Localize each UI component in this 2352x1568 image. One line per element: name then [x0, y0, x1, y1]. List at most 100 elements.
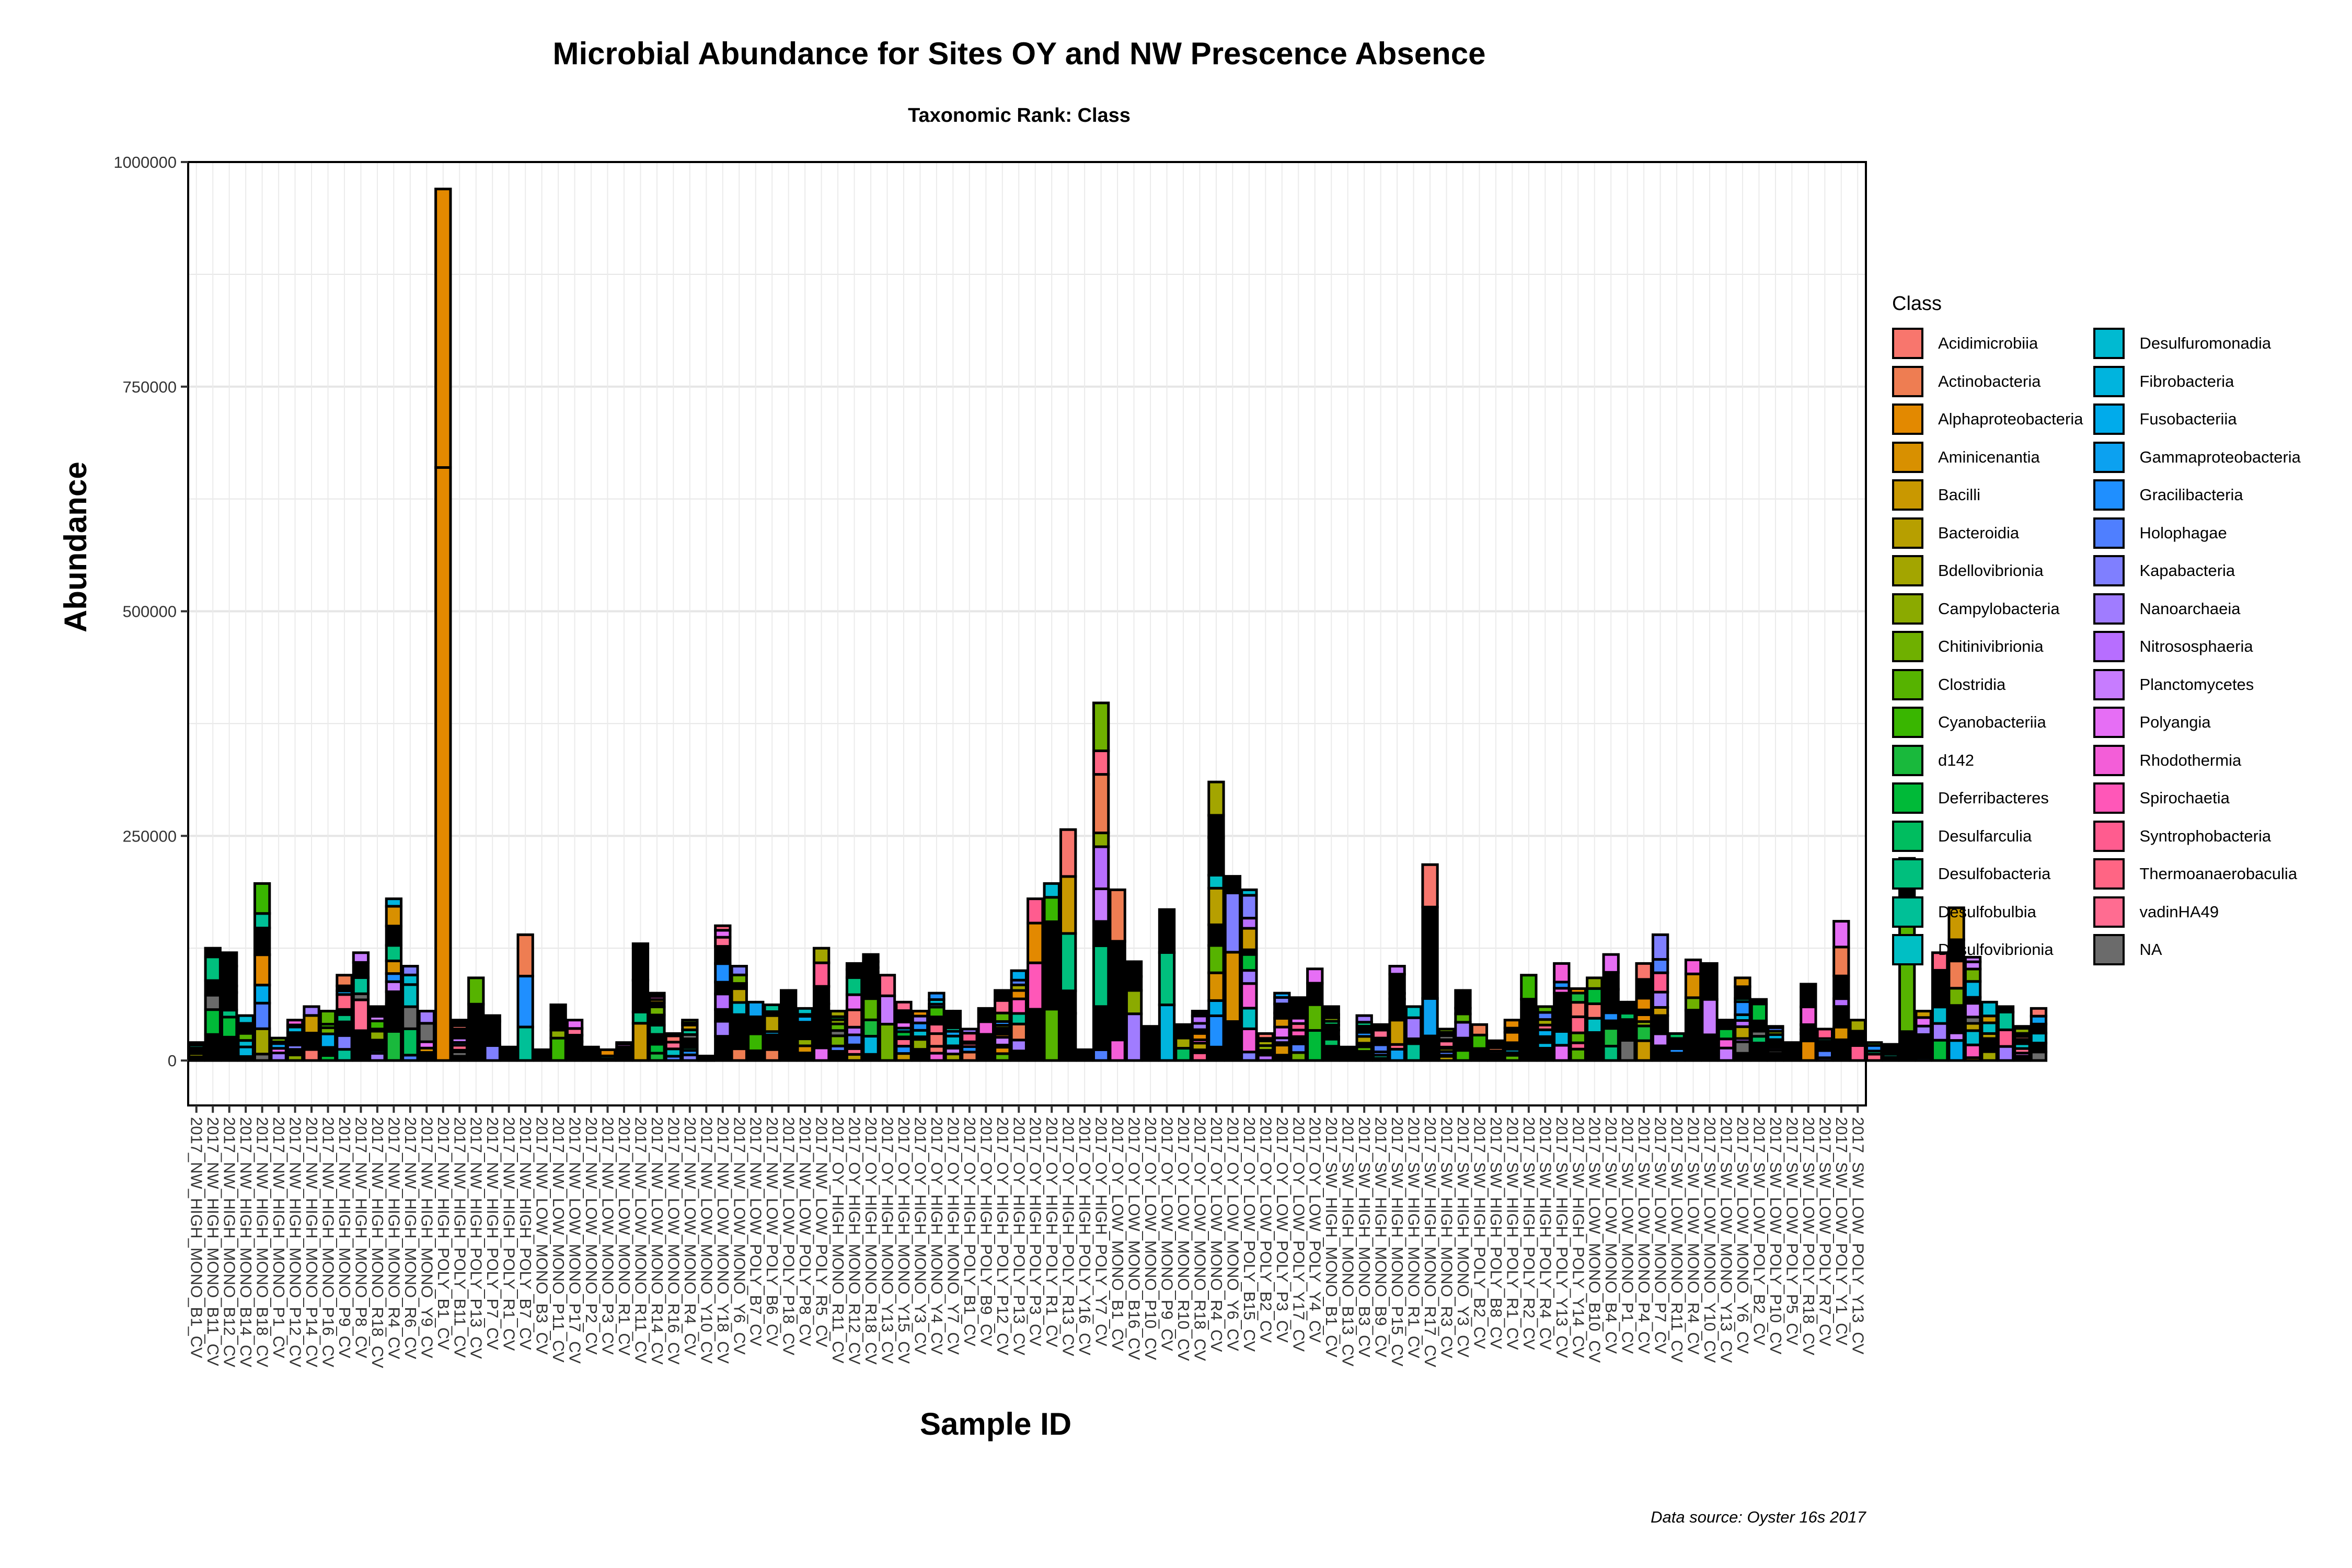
bar-segment [1207, 780, 1225, 817]
bar-segment [862, 953, 880, 963]
bar-segment [796, 1007, 814, 1016]
bar-segment [1701, 962, 1719, 1001]
bar-segment [204, 955, 222, 982]
x-tick-label: 2017_NW_LOW_MONO_P11_CV [549, 1117, 568, 1363]
bar-segment [1553, 1011, 1571, 1033]
bar-2017_NW_HIGH_POLY_P7_CV [483, 1014, 501, 1062]
bar-segment [467, 976, 485, 1006]
bar-segment [1717, 1046, 1735, 1062]
bar-segment [1684, 972, 1702, 999]
bar-segment [1635, 978, 1653, 1000]
bar-2017_NW_HIGH_POLY_P13_CV [467, 976, 485, 1062]
bar-segment [1750, 998, 1768, 1006]
legend-item: Fibrobacteria [2093, 363, 2300, 401]
bar-segment [1701, 1033, 1719, 1062]
bar-segment [319, 1032, 337, 1049]
bar-segment [1931, 969, 1949, 994]
bar-segment [1750, 1002, 1768, 1022]
bar-2017_OY_LOW_POLY_P3_CV [1273, 991, 1291, 1062]
bar-segment [1865, 1041, 1883, 1047]
x-tick-label: 2017_SW_LOW_MONO_B4_CV [1602, 1117, 1620, 1354]
bar-segment [1734, 976, 1751, 988]
x-tick-label: 2017_NW_HIGH_MONO_P9_CV [336, 1117, 354, 1358]
bar-2017_NW_LOW_MONO_R4_CV [681, 1019, 699, 1062]
bar-segment [1240, 953, 1258, 972]
bar-segment [1536, 1005, 1554, 1014]
legend-swatch [1892, 479, 1923, 511]
legend-item: Planctomycetes [2093, 666, 2300, 704]
bar-segment [1635, 997, 1653, 1011]
bar-segment [1388, 1047, 1406, 1062]
legend-swatch [2093, 328, 2125, 360]
bar-2017_OY_HIGH_MONO_R12_CV [845, 962, 863, 1062]
legend-label: Actinobacteria [1938, 372, 2041, 390]
legend-swatch [1892, 782, 1923, 814]
bar-segment [270, 1036, 287, 1044]
legend-label: Desulfuromonadia [2139, 334, 2272, 353]
bar-2017_SW_LOW_MONO_P4_CV [1635, 962, 1653, 1062]
x-tick-label: 2017_SW_HIGH_POLY_B2_CV [1470, 1117, 1489, 1349]
bar-segment [1454, 989, 1472, 1010]
bar-segment [1158, 951, 1176, 1007]
bar-segment [385, 980, 403, 994]
x-tick-label: 2017_NW_HIGH_MONO_P14_CV [303, 1117, 321, 1367]
bar-segment [730, 1024, 748, 1041]
x-tick-label: 2017_OY_HIGH_MONO_Y4_CV [928, 1117, 946, 1355]
bar-segment [582, 1045, 600, 1051]
x-tick-label: 2017_SW_HIGH_MONO_B9_CV [1372, 1117, 1390, 1357]
bar-segment [1240, 888, 1258, 897]
x-tick-label: 2017_OY_LOW_MONO_P9_CV [1158, 1117, 1177, 1351]
bar-segment [1849, 1019, 1866, 1033]
bar-segment [1980, 1050, 1998, 1062]
legend-swatch [2093, 441, 2125, 473]
x-tick-label: 2017_SW_HIGH_POLY_R4_CV [1536, 1117, 1554, 1350]
bar-2017_OY_LOW_MONO_Y6_CV [1224, 875, 1242, 1062]
bar-segment [401, 973, 419, 986]
bar-segment [1619, 1018, 1636, 1035]
legend-swatch [1892, 707, 1923, 739]
bar-segment [1027, 961, 1044, 1011]
bar-segment [1388, 1019, 1406, 1046]
bar-2017_NW_HIGH_MONO_Y9_CV [418, 1010, 435, 1062]
y-tick-label: 0 [168, 1052, 177, 1070]
bar-segment [385, 1030, 403, 1062]
legend-label: NA [2139, 940, 2162, 959]
bar-segment [434, 188, 452, 469]
bar-undefined [1882, 1043, 1899, 1062]
bar-segment [1224, 891, 1242, 954]
y-tick-label: 750000 [123, 378, 177, 396]
bar-segment [1520, 974, 1538, 1001]
bar-segment [862, 1035, 880, 1056]
legend-swatch [1892, 517, 1923, 549]
legend-item: Alphaproteobacteria [1892, 400, 2083, 439]
bar-2017_SW_LOW_POLY_Y13_CV [1849, 1019, 1866, 1062]
x-tick-label: 2017_NW_LOW_MONO_B3_CV [533, 1117, 551, 1355]
bar-segment [1191, 1010, 1209, 1018]
x-tick-label: 2017_SW_LOW_MONO_P7_CV [1652, 1117, 1670, 1354]
bar-segment [1174, 1047, 1192, 1062]
x-tick-label: 2017_SW_LOW_MONO_Y13_CV [1717, 1117, 1736, 1363]
bar-2017_NW_LOW_MONO_P17_CV [566, 1019, 584, 1062]
bar-segment [253, 1001, 271, 1030]
bar-segment [1109, 940, 1126, 1001]
bar-segment [1470, 1047, 1489, 1062]
x-tick-label: 2017_NW_HIGH_POLY_R1_CV [500, 1117, 518, 1351]
bar-segment [1027, 921, 1044, 964]
y-tick-label: 250000 [123, 827, 177, 845]
legend-swatch [1892, 858, 1923, 890]
bar-segment [598, 1048, 617, 1057]
bar-segment [1553, 962, 1571, 984]
x-tick-label: 2017_NW_LOW_MONO_R14_CV [648, 1117, 666, 1365]
x-tick-label: 2017_NW_LOW_POLY_B7_CV [747, 1117, 765, 1346]
bar-2017_SW_LOW_POLY_R18_CV [1800, 983, 1817, 1062]
bar-segment [401, 965, 419, 976]
bar-segment [1388, 965, 1406, 976]
bar-segment [336, 1020, 353, 1037]
x-tick-label: 2017_OY_LOW_POLY_Y4_CV [1306, 1117, 1324, 1343]
bar-segment [1586, 1017, 1604, 1034]
bar-segment [1240, 969, 1258, 985]
bar-2017_SW_LOW_MONO_P1_CV [1619, 1000, 1636, 1062]
bar-2017_NW_LOW_MONO_P11_CV [549, 1003, 567, 1062]
x-tick-label: 2017_SW_HIGH_MONO_B1_CV [1322, 1117, 1341, 1357]
bar-segment [1931, 1022, 1949, 1042]
